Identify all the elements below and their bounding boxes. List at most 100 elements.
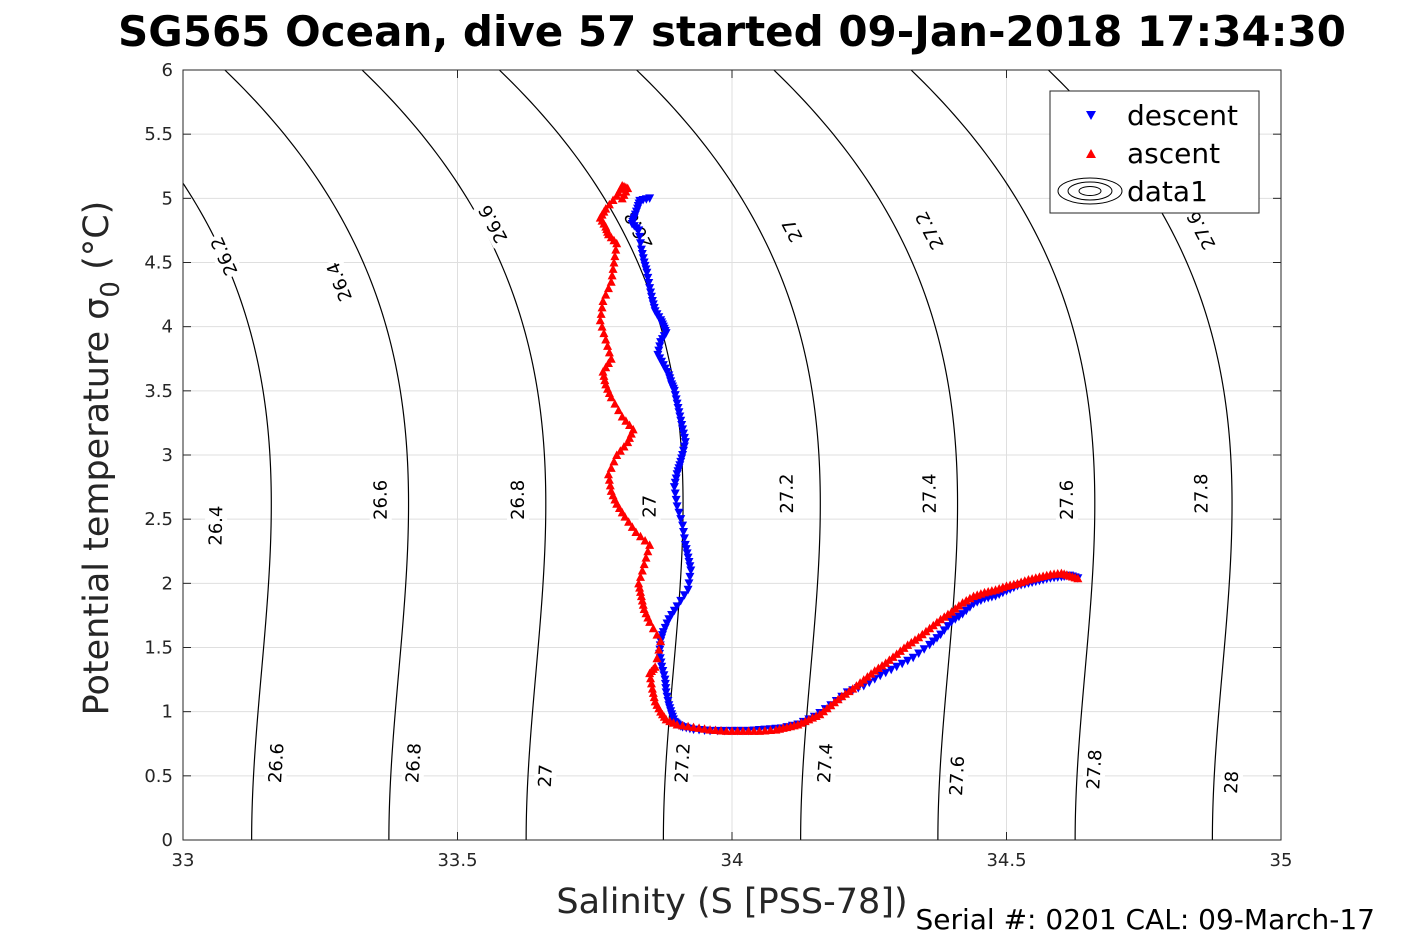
point-ascent [611, 245, 621, 254]
point-descent [676, 515, 686, 524]
point-ascent [615, 446, 625, 455]
y-tick-label: 2 [162, 573, 173, 594]
point-descent [643, 273, 653, 283]
contour-label: 27.6 [946, 755, 969, 796]
point-ascent [656, 636, 666, 646]
point-descent [660, 675, 670, 685]
contour-label-bg [204, 503, 228, 548]
y-tick-label: 1 [162, 702, 173, 723]
point-ascent [620, 512, 630, 521]
point-ascent [603, 469, 613, 479]
contour-label: 27.2 [671, 742, 694, 783]
point-ascent [599, 371, 609, 380]
contour-label-bg [205, 231, 244, 281]
point-ascent [650, 696, 660, 706]
point-ascent [601, 335, 611, 344]
point-descent [634, 226, 644, 235]
y-tick-label: 1.5 [144, 638, 173, 659]
point-descent [680, 438, 690, 447]
point-ascent [614, 405, 624, 415]
x-axis-label: Salinity (S [PSS-78]) [556, 882, 907, 922]
point-ascent [624, 517, 634, 526]
point-descent [659, 671, 669, 680]
point-descent [642, 268, 652, 278]
legend-entry-descent: descent [1127, 99, 1238, 132]
point-ascent [635, 583, 645, 592]
legend-descent-marker [1086, 111, 1096, 120]
point-ascent [637, 595, 647, 605]
y-tick-label: 3 [162, 445, 173, 466]
point-descent [637, 249, 647, 259]
point-descent [670, 478, 680, 488]
point-descent [673, 403, 683, 413]
y-tick-label: 0 [162, 830, 173, 851]
point-ascent [610, 251, 620, 261]
point-ascent [609, 456, 619, 466]
contour-label-bg [533, 753, 558, 799]
point-descent [939, 626, 949, 635]
contour-line-27.6 [773, 70, 959, 840]
point-ascent [601, 379, 611, 389]
point-descent [671, 495, 681, 505]
point-descent [646, 288, 656, 297]
point-ascent [610, 399, 620, 408]
contour-label-bg [1181, 205, 1222, 256]
point-ascent [605, 480, 615, 490]
contour-label-bg [263, 740, 289, 786]
contour-label-bg [638, 484, 661, 529]
legend-entry-data1: data1 [1127, 175, 1208, 208]
point-descent [658, 667, 668, 676]
point-ascent [652, 653, 662, 663]
point-ascent [648, 623, 658, 633]
point-descent [674, 508, 684, 518]
contour-label-bg [1219, 759, 1244, 805]
contour-label-bg [944, 753, 970, 799]
y-axis-label-main: Potential temperature σ [77, 298, 117, 716]
point-ascent [631, 527, 641, 536]
svg-text:Potential temperature σ0 (°C): Potential temperature σ0 (°C) [77, 201, 126, 716]
legend-contour-icon [1057, 177, 1123, 205]
point-descent [663, 696, 673, 706]
contour-label: 27.4 [814, 742, 837, 783]
x-tick-label: 34.5 [986, 850, 1026, 871]
contour-label: 27.4 [919, 473, 940, 513]
y-axis-label-unit: (°C) [77, 201, 117, 270]
contour-label: 26.8 [508, 480, 529, 520]
contour-label-bg [506, 477, 530, 522]
contour-label: 27.2 [777, 473, 798, 513]
point-descent [655, 342, 665, 351]
point-ascent [609, 258, 619, 267]
point-descent [636, 239, 645, 248]
y-tick-label: 2.5 [144, 509, 173, 530]
point-ascent [614, 503, 624, 513]
contour-label-bg [473, 199, 514, 249]
contour-line-26.6 [183, 182, 272, 840]
point-ascent [617, 507, 627, 517]
legend-entry-ascent: ascent [1127, 137, 1220, 170]
point-ascent [649, 692, 659, 702]
y-tick-label: 4.5 [144, 253, 173, 274]
point-ascent [612, 499, 622, 508]
point-ascent [645, 540, 655, 549]
point-descent [672, 470, 682, 479]
point-descent [680, 540, 690, 550]
contour-label: 27.8 [1191, 473, 1212, 513]
point-ascent [636, 591, 646, 601]
point-ascent [648, 688, 658, 697]
point-descent [654, 346, 664, 356]
point-ascent [617, 412, 627, 421]
point-ascent [646, 673, 656, 683]
point-ascent [647, 684, 657, 693]
y-axis-label: Potential temperature σ0 (°C) [77, 201, 126, 716]
point-descent [675, 412, 685, 421]
point-descent [670, 391, 680, 400]
point-ascent [608, 264, 618, 273]
point-descent [657, 662, 667, 672]
point-descent [646, 292, 656, 302]
y-tick-label: 4 [162, 317, 173, 338]
point-descent [684, 579, 694, 588]
contour-label-bg [401, 740, 426, 786]
point-descent [676, 416, 686, 426]
x-axis-ticks: 33 33.5 34 34.5 35 [172, 70, 1292, 871]
